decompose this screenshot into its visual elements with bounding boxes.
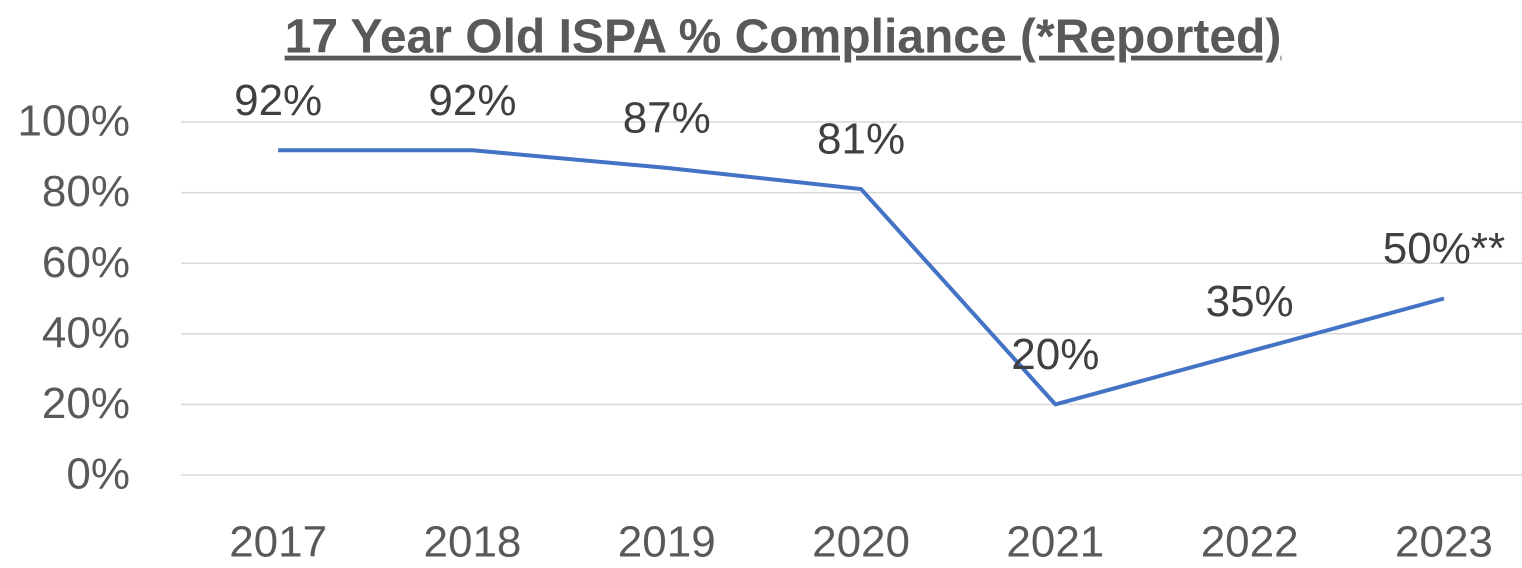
x-tick-label: 2019 <box>618 518 716 563</box>
data-label: 20% <box>1011 330 1099 379</box>
y-tick-label: 40% <box>42 308 130 357</box>
data-label: 81% <box>817 115 905 164</box>
y-tick-label: 100% <box>17 97 130 146</box>
data-label: 50%** <box>1383 224 1505 273</box>
data-label: 87% <box>623 94 711 143</box>
data-label: 92% <box>234 76 322 125</box>
data-label: 35% <box>1206 277 1294 326</box>
y-tick-label: 20% <box>42 379 130 428</box>
chart-title: 17 Year Old ISPA % Compliance (*Reported… <box>285 11 1282 64</box>
y-tick-label: 0% <box>66 450 130 499</box>
x-tick-label: 2021 <box>1006 518 1104 563</box>
y-tick-label: 80% <box>42 167 130 216</box>
y-tick-label: 60% <box>42 238 130 287</box>
x-tick-label: 2023 <box>1395 518 1493 563</box>
line <box>278 148 1445 407</box>
x-tick-label: 2017 <box>229 518 327 563</box>
data-label: 92% <box>428 76 516 125</box>
x-tick-label: 2020 <box>812 518 910 563</box>
x-tick-label: 2018 <box>424 518 522 563</box>
x-tick-label: 2022 <box>1201 518 1299 563</box>
